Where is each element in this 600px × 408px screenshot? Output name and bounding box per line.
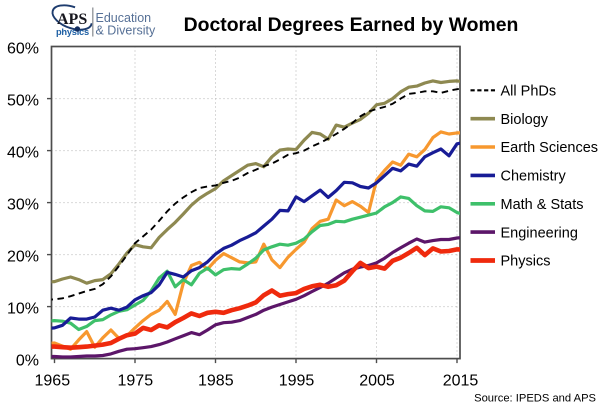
svg-text:10%: 10% — [7, 301, 39, 318]
svg-text:1995: 1995 — [279, 373, 315, 390]
svg-text:Chemistry: Chemistry — [501, 169, 567, 185]
svg-text:All PhDs: All PhDs — [501, 84, 557, 100]
svg-text:50%: 50% — [7, 93, 39, 110]
svg-text:Doctoral Degrees Earned by Wom: Doctoral Degrees Earned by Women — [184, 14, 519, 36]
svg-text:1975: 1975 — [118, 373, 154, 390]
svg-text:Earth Sciences: Earth Sciences — [501, 140, 599, 156]
svg-text:Biology: Biology — [501, 112, 549, 128]
svg-text:1985: 1985 — [198, 373, 234, 390]
svg-text:Math & Stats: Math & Stats — [501, 197, 584, 213]
svg-text:2015: 2015 — [443, 373, 479, 390]
svg-text:40%: 40% — [7, 145, 39, 162]
svg-text:Engineering: Engineering — [501, 225, 578, 241]
svg-text:Physics: Physics — [501, 254, 551, 270]
svg-text:physics: physics — [56, 27, 89, 37]
svg-text:& Diversity: & Diversity — [96, 23, 156, 37]
svg-text:0%: 0% — [16, 353, 39, 370]
svg-text:30%: 30% — [7, 197, 39, 214]
svg-text:20%: 20% — [7, 249, 39, 266]
svg-text:2005: 2005 — [359, 373, 395, 390]
svg-text:Source: IPEDS and APS: Source: IPEDS and APS — [474, 393, 596, 405]
svg-text:60%: 60% — [7, 41, 39, 58]
svg-text:APS: APS — [57, 11, 87, 28]
svg-text:1965: 1965 — [35, 373, 71, 390]
svg-text:Education: Education — [96, 11, 152, 25]
